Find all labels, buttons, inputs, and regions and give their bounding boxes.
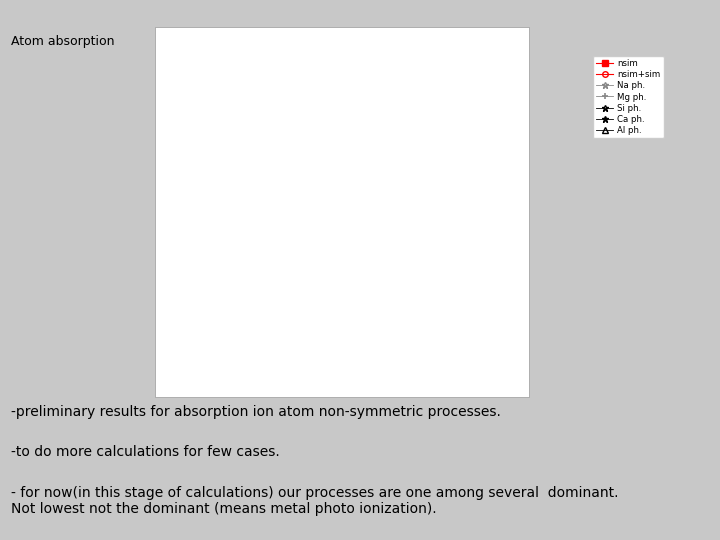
- Title: 130nm: 130nm: [349, 36, 392, 49]
- Text: - for now(in this stage of calculations) our processes are one among several  do: - for now(in this stage of calculations)…: [11, 486, 618, 516]
- Legend: nsim, nsim+sim, Na ph., Mg ph., Si ph., Ca ph., Al ph.: nsim, nsim+sim, Na ph., Mg ph., Si ph., …: [593, 56, 664, 138]
- X-axis label: h[km]: h[km]: [354, 380, 387, 389]
- Text: -to do more calculations for few cases.: -to do more calculations for few cases.: [11, 446, 279, 460]
- Text: Atom absorption: Atom absorption: [11, 35, 114, 48]
- Text: -preliminary results for absorption ion atom non-symmetric processes.: -preliminary results for absorption ion …: [11, 405, 500, 419]
- Y-axis label: κ[cm⁻¹]: κ[cm⁻¹]: [170, 184, 180, 227]
